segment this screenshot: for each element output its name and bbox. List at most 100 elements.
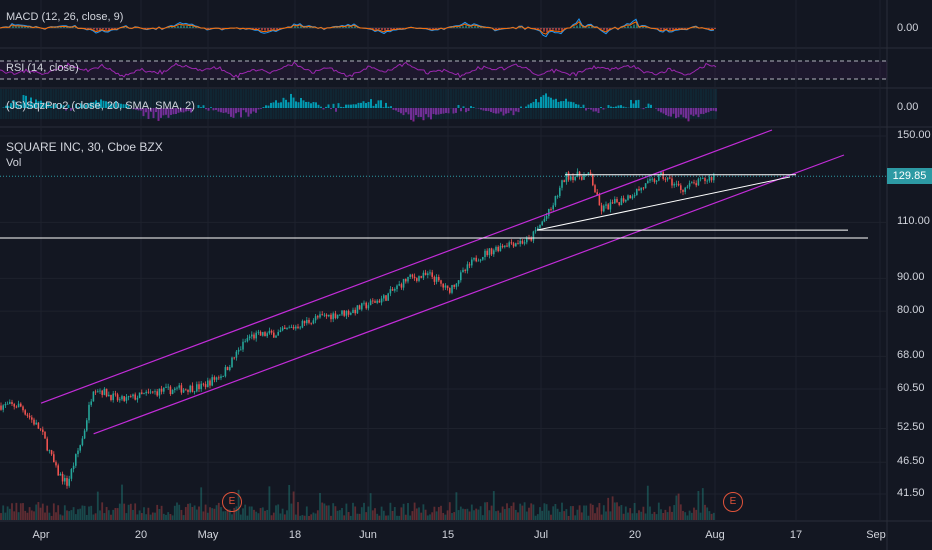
squeeze-bar bbox=[547, 96, 550, 108]
volume-bar-204 bbox=[448, 502, 451, 520]
sqz-title[interactable]: (JS)SqzPro2 (close, 20, SMA, SMA, 2) bbox=[6, 100, 195, 112]
candle-body-248 bbox=[545, 215, 548, 219]
macd-title[interactable]: MACD (12, 26, close, 9) bbox=[6, 11, 124, 23]
volume-bar-236 bbox=[519, 503, 522, 520]
candle-body-223 bbox=[490, 248, 493, 255]
candle-body-181 bbox=[398, 284, 400, 286]
volume-bar-105 bbox=[231, 514, 233, 520]
squeeze-bar bbox=[135, 108, 137, 110]
squeeze-bar bbox=[165, 108, 167, 115]
squeeze-bg bbox=[697, 89, 700, 119]
candle-body-85 bbox=[187, 389, 189, 392]
earnings-marker-aug[interactable]: E bbox=[723, 492, 743, 512]
candle-body-210 bbox=[462, 269, 464, 273]
squeeze-bar bbox=[435, 108, 437, 115]
candle-body-311 bbox=[684, 187, 686, 192]
macd-hist-bar bbox=[561, 28, 563, 31]
volume-bar-48 bbox=[105, 506, 108, 520]
squeeze-bg bbox=[705, 89, 707, 119]
volume-bar-132 bbox=[290, 503, 293, 520]
symbol-title[interactable]: SQUARE INC, 30, Cboe BZX bbox=[6, 140, 163, 154]
volume-bar-38 bbox=[83, 505, 86, 520]
squeeze-bg bbox=[477, 89, 480, 119]
earnings-marker-may[interactable]: E bbox=[222, 492, 242, 512]
date-tick-3: 18 bbox=[288, 529, 302, 541]
volume-bar-184 bbox=[404, 514, 407, 520]
rsi-pane bbox=[0, 60, 887, 80]
squeeze-bg bbox=[20, 89, 22, 119]
candle-body-80 bbox=[176, 387, 178, 389]
volume-bar-142 bbox=[312, 512, 315, 520]
candle-body-260 bbox=[572, 176, 574, 181]
candle-body-238 bbox=[523, 242, 526, 244]
volume-bar-233 bbox=[512, 502, 515, 520]
macd-hist-bar bbox=[51, 27, 53, 28]
volume-bar-224 bbox=[492, 491, 495, 520]
candle-body-208 bbox=[457, 280, 460, 284]
volume-bar-237 bbox=[521, 505, 524, 520]
volume-bar-6 bbox=[13, 511, 16, 520]
squeeze-bar bbox=[505, 108, 507, 114]
squeeze-bg bbox=[490, 89, 492, 119]
volume-bar-152 bbox=[334, 506, 337, 520]
candle-body-192 bbox=[422, 272, 425, 278]
candle-body-87 bbox=[191, 385, 194, 392]
volume-bar-88 bbox=[193, 505, 196, 520]
squeeze-bar bbox=[7, 105, 10, 108]
rsi-title[interactable]: RSI (14, close) bbox=[6, 62, 79, 74]
squeeze-bar bbox=[542, 95, 545, 108]
candle-body-113 bbox=[248, 336, 251, 339]
candle-body-74 bbox=[163, 387, 165, 392]
volume-bar-91 bbox=[200, 487, 203, 520]
squeeze-bar bbox=[217, 108, 220, 112]
volume-bar-234 bbox=[514, 509, 517, 520]
candle-body-284 bbox=[625, 199, 627, 202]
volume-bar-111 bbox=[244, 504, 247, 520]
squeeze-bg bbox=[335, 89, 337, 119]
squeeze-bg bbox=[107, 89, 110, 119]
squeeze-bg bbox=[237, 89, 240, 119]
squeeze-bg bbox=[530, 89, 532, 119]
volume-bar-50 bbox=[110, 514, 112, 520]
volume-bar-295 bbox=[649, 506, 651, 520]
candle-body-324 bbox=[713, 175, 715, 181]
squeeze-bar bbox=[175, 108, 177, 115]
squeeze-bg bbox=[0, 89, 2, 119]
squeeze-bar bbox=[452, 108, 455, 114]
date-tick-7: 20 bbox=[628, 529, 642, 541]
squeeze-bar bbox=[247, 108, 250, 117]
squeeze-bg bbox=[702, 89, 705, 119]
candle-body-84 bbox=[185, 389, 187, 391]
volume-bar-110 bbox=[242, 508, 244, 520]
volume-bar-321 bbox=[706, 507, 709, 520]
squeeze-bg bbox=[650, 89, 652, 119]
squeeze-bar bbox=[2, 107, 5, 108]
volume-bar-3 bbox=[6, 506, 9, 520]
volume-bar-268 bbox=[589, 503, 592, 520]
squeeze-bar bbox=[152, 108, 155, 119]
candle-body-82 bbox=[180, 385, 183, 393]
candle-body-178 bbox=[391, 289, 394, 291]
macd-hist-bar bbox=[267, 28, 269, 31]
candle-body-117 bbox=[257, 331, 260, 333]
squeeze-bg bbox=[105, 89, 107, 119]
candle-body-209 bbox=[460, 272, 462, 281]
squeeze-bg bbox=[607, 89, 610, 119]
squeeze-bg bbox=[420, 89, 422, 119]
macd-hist-bar bbox=[543, 28, 545, 32]
macd-hist-bar bbox=[372, 28, 374, 29]
volume-label[interactable]: Vol bbox=[6, 157, 22, 169]
volume-bar-266 bbox=[585, 505, 588, 520]
squeeze-bg bbox=[475, 89, 477, 119]
squeeze-bar bbox=[70, 108, 72, 111]
macd-hist-bar bbox=[549, 28, 551, 31]
squeeze-bar bbox=[385, 102, 387, 108]
squeeze-bg bbox=[282, 89, 285, 119]
volume-bar-116 bbox=[255, 511, 258, 520]
candle-body-204 bbox=[449, 288, 451, 293]
squeeze-bar bbox=[500, 108, 502, 112]
squeeze-bg bbox=[7, 89, 10, 119]
volume-bar-109 bbox=[239, 514, 242, 520]
volume-bar-130 bbox=[286, 510, 288, 520]
